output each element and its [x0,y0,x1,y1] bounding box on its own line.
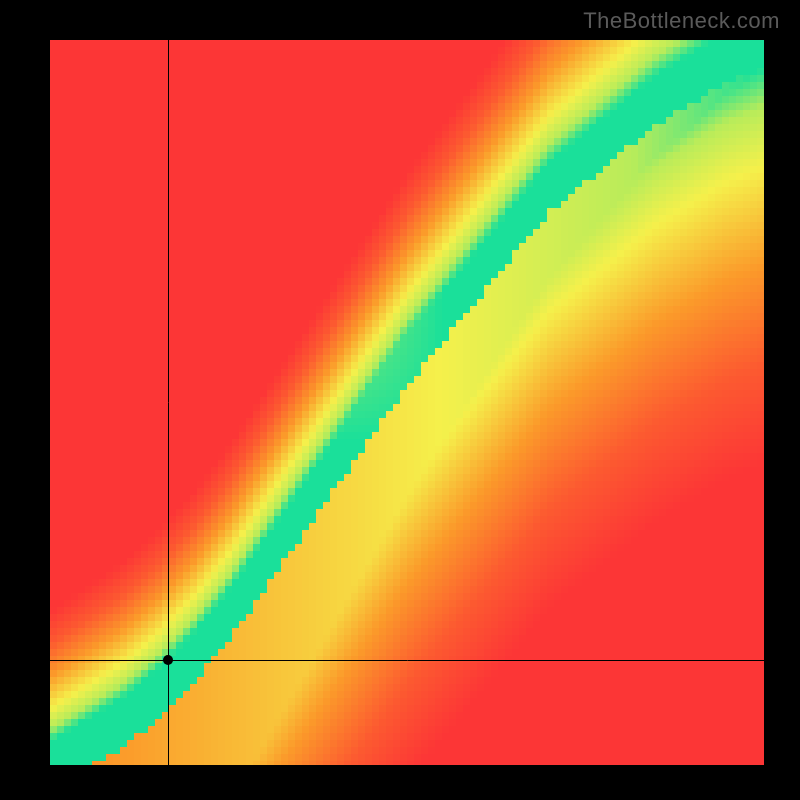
heatmap-canvas [50,40,765,765]
chart-container: TheBottleneck.com [0,0,800,800]
heatmap-plot-area [50,40,765,765]
watermark-text: TheBottleneck.com [583,8,780,34]
